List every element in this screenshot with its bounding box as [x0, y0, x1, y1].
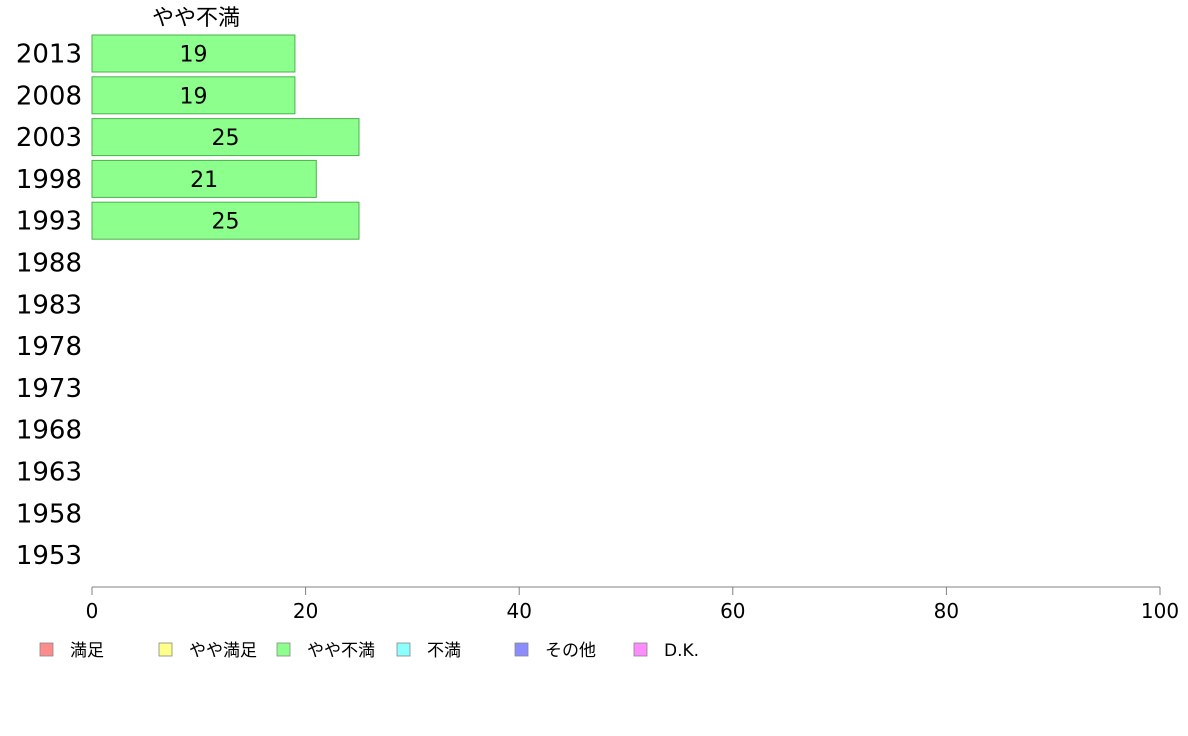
x-tick-label: 20: [293, 599, 318, 623]
category-label: 1973: [16, 374, 82, 404]
bar: [91, 201, 360, 240]
category-label: 2013: [16, 40, 82, 70]
legend-swatch: [396, 642, 411, 657]
category-label: 1968: [16, 416, 82, 446]
legend-entry: やや満足: [158, 641, 257, 661]
series-title: やや不満: [152, 6, 240, 31]
category-labels: 2013 2008 2003 1998 1993 1988 1983 1978 1973 1968…: [16, 40, 82, 572]
legend-entry: 不満: [396, 641, 461, 661]
legend-label: やや満足: [189, 641, 257, 661]
legend-swatch: [514, 642, 529, 657]
category-label: 1988: [16, 249, 82, 279]
legend-swatch: [633, 642, 648, 657]
x-tick-label: 0: [86, 599, 99, 623]
category-label: 1978: [16, 332, 82, 362]
x-tick-label: 60: [720, 599, 745, 623]
category-label: 1998: [16, 165, 82, 195]
x-tick-label: 80: [934, 599, 959, 623]
legend-entry: 満足: [39, 641, 104, 661]
bar-value-label: 25: [212, 126, 240, 151]
bar: [91, 34, 296, 73]
category-label: 1953: [16, 541, 82, 571]
legend-swatch: [276, 642, 291, 657]
x-axis: 0 20 40 60 80 100: [86, 586, 1179, 623]
bar-value-label: 19: [179, 43, 207, 68]
bar-value-label: 25: [212, 210, 240, 235]
x-tick-label: 40: [506, 599, 531, 623]
bar: [91, 118, 360, 157]
category-label: 2008: [16, 81, 82, 111]
bar: [91, 159, 317, 198]
legend-label: 不満: [427, 641, 461, 661]
legend: 満足 やや満足 やや不満 不満 その他 D.K.: [39, 641, 699, 661]
category-label: 2003: [16, 123, 82, 153]
legend-entry: やや不満: [276, 641, 375, 661]
category-label: 1963: [16, 458, 82, 488]
category-label: 1993: [16, 207, 82, 237]
category-label: 1983: [16, 290, 82, 320]
bar-value-label: 21: [190, 168, 218, 193]
category-label: 1958: [16, 499, 82, 529]
legend-entry: その他: [514, 641, 596, 661]
legend-swatch: [158, 642, 173, 657]
legend-entry: D.K.: [633, 641, 699, 661]
legend-label: その他: [545, 641, 596, 661]
legend-label: D.K.: [664, 641, 699, 661]
legend-swatch: [39, 642, 54, 657]
bar: [91, 76, 296, 115]
x-tick-label: 100: [1141, 599, 1179, 623]
bar-value-label: 19: [179, 84, 207, 109]
legend-label: 満足: [70, 641, 104, 661]
legend-label: やや不満: [307, 641, 375, 661]
